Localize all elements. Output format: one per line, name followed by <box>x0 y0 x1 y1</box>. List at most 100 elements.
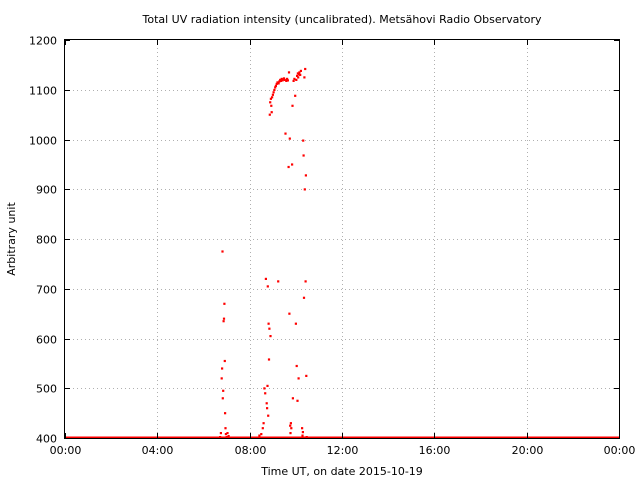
data-point <box>219 436 222 439</box>
data-point <box>304 280 307 283</box>
data-point <box>272 91 275 94</box>
data-point <box>224 427 227 430</box>
x-tick-label: 08:00 <box>235 444 267 457</box>
data-point <box>220 377 223 380</box>
data-point <box>299 69 302 72</box>
x-axis-label: Time UT, on date 2015-10-19 <box>260 465 423 478</box>
data-point <box>294 322 297 325</box>
x-tick-label: 00:00 <box>604 444 636 457</box>
data-point <box>221 367 224 370</box>
data-point <box>291 163 294 166</box>
data-point <box>304 174 307 177</box>
data-point <box>221 250 224 253</box>
data-point <box>293 77 296 80</box>
data-point <box>265 402 268 405</box>
data-point <box>275 82 278 85</box>
data-point <box>284 132 287 135</box>
data-point <box>268 327 271 330</box>
data-point <box>260 433 263 436</box>
data-point <box>297 76 300 79</box>
data-point <box>266 285 269 288</box>
data-point <box>258 434 261 437</box>
data-point <box>274 84 277 87</box>
x-tick-label: 04:00 <box>142 444 174 457</box>
y-tick-label: 800 <box>36 234 57 247</box>
data-point <box>285 79 288 82</box>
data-point <box>270 104 273 107</box>
y-tick-label: 1000 <box>29 135 57 148</box>
axis-ticks <box>65 40 620 439</box>
data-point <box>287 71 291 74</box>
chart-title: Total UV radiation intensity (uncalibrat… <box>142 13 542 26</box>
data-points <box>219 67 308 439</box>
data-point <box>304 67 307 71</box>
data-point <box>219 432 222 435</box>
data-point <box>268 113 271 116</box>
data-point <box>291 397 294 400</box>
x-tick-label: 12:00 <box>327 444 359 457</box>
data-point <box>289 422 292 425</box>
data-point <box>302 139 305 142</box>
data-point <box>269 97 272 100</box>
data-point <box>288 312 291 315</box>
data-point <box>287 165 290 169</box>
data-point <box>222 317 226 320</box>
y-axis-label: Arbitrary unit <box>5 202 18 276</box>
data-point <box>299 73 302 76</box>
x-tick-label: 00:00 <box>50 444 82 457</box>
data-point <box>298 71 301 74</box>
data-point <box>271 93 274 96</box>
data-point <box>262 422 265 425</box>
data-point <box>263 387 266 390</box>
data-point <box>305 436 308 439</box>
data-point <box>270 111 273 114</box>
data-point <box>294 94 297 97</box>
data-point <box>261 427 264 430</box>
data-point <box>264 392 267 395</box>
data-point <box>297 377 300 380</box>
data-point <box>280 77 283 80</box>
y-tick-label: 700 <box>36 284 57 297</box>
y-tick-label: 400 <box>36 433 57 446</box>
grid-lines <box>65 40 619 438</box>
x-tick-labels: 00:00 04:00 08:00 12:00 16:00 20:00 00:00 <box>50 444 636 457</box>
data-point <box>301 431 304 434</box>
data-point <box>283 78 286 81</box>
data-point <box>277 280 280 283</box>
data-point <box>305 374 308 377</box>
data-point <box>266 384 269 387</box>
data-point <box>278 80 281 83</box>
data-point <box>267 358 271 361</box>
data-point <box>222 320 225 323</box>
data-point <box>295 78 298 81</box>
data-point <box>290 427 293 430</box>
data-point <box>292 79 295 82</box>
data-point <box>227 435 230 438</box>
data-point <box>225 436 228 439</box>
data-point <box>273 88 276 91</box>
data-point <box>303 188 306 191</box>
plot-frame <box>64 39 620 439</box>
data-point <box>269 101 272 104</box>
data-point <box>267 414 270 417</box>
data-point <box>222 389 225 392</box>
data-point <box>296 74 299 77</box>
y-tick-label: 900 <box>36 184 57 197</box>
data-point <box>224 433 227 436</box>
x-tick-label: 20:00 <box>512 444 544 457</box>
y-tick-label: 500 <box>36 383 57 396</box>
data-point <box>296 399 299 402</box>
y-tick-labels: 400 500 600 700 800 900 1000 1100 1200 <box>29 35 57 446</box>
data-point <box>221 397 224 400</box>
y-tick-label: 1100 <box>29 85 57 98</box>
data-point <box>288 137 291 140</box>
data-point <box>291 104 294 107</box>
data-point <box>223 302 226 305</box>
data-point <box>289 424 292 427</box>
x-tick-label: 16:00 <box>419 444 451 457</box>
data-point <box>224 412 227 415</box>
data-point <box>279 79 282 82</box>
data-point <box>226 432 229 435</box>
data-point <box>295 364 298 368</box>
